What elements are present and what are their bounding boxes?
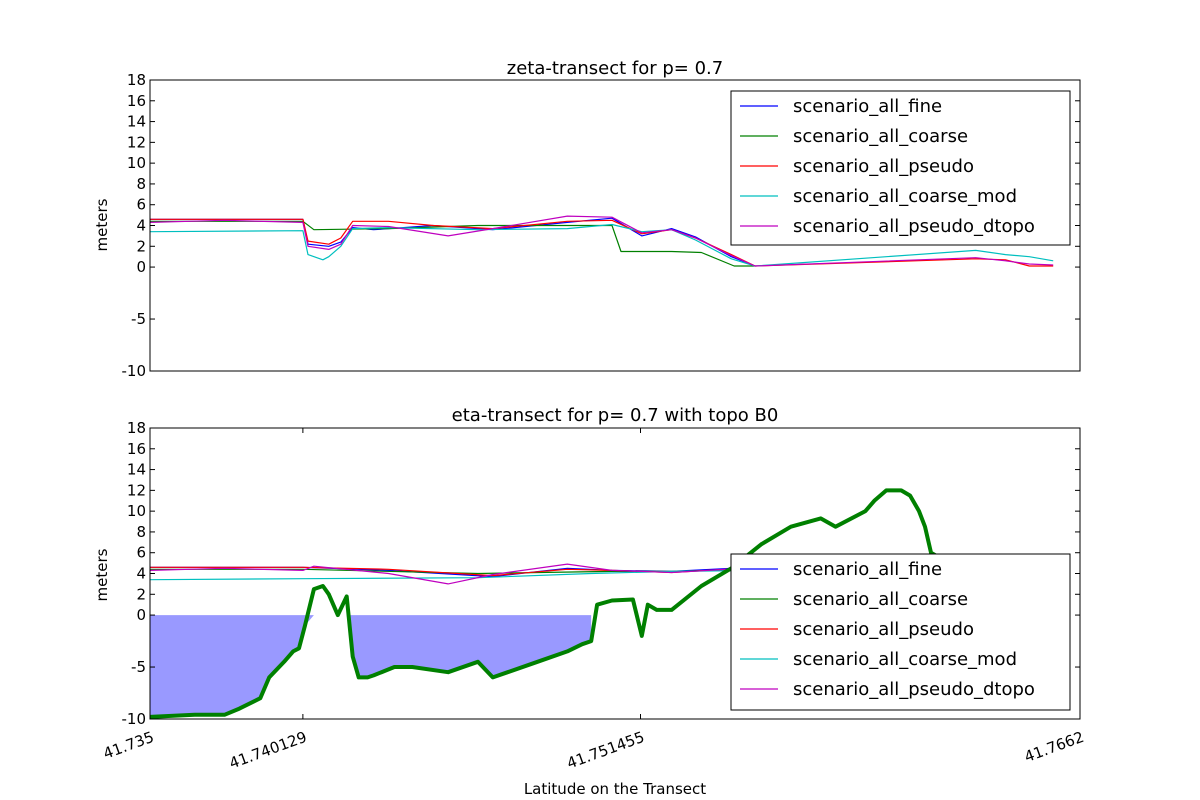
topo-line — [150, 488, 948, 719]
y-tick-label: 10 — [127, 502, 146, 520]
x-axis-label: Latitude on the Transect — [524, 780, 706, 798]
legend-label: scenario_all_pseudo — [793, 619, 974, 640]
legend-label: scenario_all_fine — [793, 96, 942, 117]
water-fill — [150, 615, 592, 717]
y-tick-label: 8 — [136, 523, 146, 541]
legend-label: scenario_all_coarse — [793, 589, 968, 610]
y-tick-label: -10 — [122, 362, 147, 380]
series-line-scenario-all-pseudo-dtopo — [150, 563, 762, 585]
y-tick-label: 18 — [127, 419, 146, 437]
y-tick-label: 8 — [136, 175, 146, 193]
zeta-transect-panel: zeta-transect for p= 0.7 meters 18 16 14 12… — [93, 58, 1081, 380]
y-tick-label: -5 — [131, 658, 146, 676]
y-tick-label: -10 — [122, 710, 147, 728]
legend-label: scenario_all_coarse_mod — [793, 186, 1017, 207]
legend-frame — [730, 553, 1071, 711]
legend-label: scenario_all_pseudo_dtopo — [793, 679, 1035, 700]
y-tick-label: 18 — [127, 71, 146, 89]
y-tick-label: 0 — [136, 606, 146, 624]
legend-label: scenario_all_coarse_mod — [793, 649, 1017, 670]
legend-label: scenario_all_coarse — [793, 126, 968, 147]
series-line-scenario-all-coarse — [150, 220, 756, 267]
zeta-ylabel: meters — [93, 198, 111, 251]
legend-label: scenario_all_pseudo_dtopo — [793, 216, 1035, 237]
legend-label: scenario_all_pseudo — [793, 156, 974, 177]
legend: scenario_all_fine scenario_all_coarsescen… — [730, 90, 1071, 246]
y-tick-label: 12 — [127, 481, 146, 499]
y-tick-label: 4 — [136, 217, 146, 235]
y-tick-label: 2 — [136, 585, 146, 603]
y-tick-label: 16 — [127, 440, 146, 458]
zeta-panel-title: zeta-transect for p= 0.7 — [507, 58, 723, 79]
x-tick-label: 41.740129 — [227, 728, 309, 773]
y-tick-label: -5 — [131, 310, 146, 328]
x-tick-label: 41.735 — [101, 728, 156, 763]
series-line-scenario-all-pseudo-dtopo — [150, 215, 1054, 267]
legend: scenario_all_fine scenario_all_coarsescen… — [730, 553, 1071, 711]
y-tick-label: 2 — [136, 237, 146, 255]
legend-frame — [730, 90, 1071, 246]
series-line-scenario-all-coarse-mod — [150, 569, 762, 581]
y-tick-label: 16 — [127, 92, 146, 110]
plot-area — [150, 215, 1054, 267]
series-line-scenario-all-fine — [150, 217, 756, 267]
eta-ylabel: meters — [93, 548, 111, 601]
x-tick-label: 41.751455 — [564, 728, 646, 773]
series-line-scenario-all-coarse-mod — [150, 223, 1054, 267]
y-tick-label: 4 — [136, 565, 146, 583]
y-tick-label: 6 — [136, 196, 146, 214]
legend-label: scenario_all_fine — [793, 559, 942, 580]
x-tick-label: 41.7662 — [1022, 728, 1086, 766]
series-line-scenario-all-pseudo — [150, 218, 1054, 267]
y-tick-label: 14 — [127, 113, 146, 131]
eta-panel-title: eta-transect for p= 0.7 with topo B0 — [452, 405, 779, 426]
eta-transect-panel: eta-transect for p= 0.7 with topo B0 met… — [93, 405, 1086, 773]
y-tick-label: 10 — [127, 154, 146, 172]
y-tick-label: 6 — [136, 544, 146, 562]
y-tick-label: 12 — [127, 133, 146, 151]
y-tick-label: 0 — [136, 258, 146, 276]
y-tick-label: 14 — [127, 461, 146, 479]
plot-area — [150, 488, 948, 719]
